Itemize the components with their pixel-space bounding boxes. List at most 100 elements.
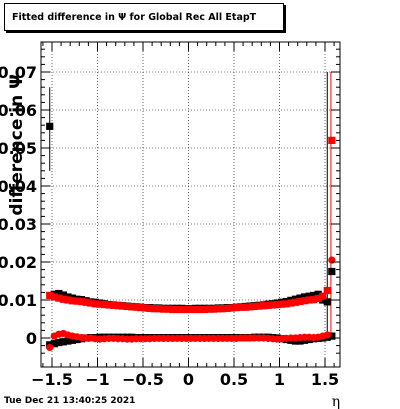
y-tick-label: 0.03 bbox=[0, 215, 37, 234]
data-point bbox=[146, 304, 154, 312]
data-point bbox=[46, 343, 54, 352]
data-point bbox=[310, 296, 318, 304]
data-point bbox=[123, 302, 131, 311]
data-point bbox=[55, 294, 63, 302]
data-point bbox=[246, 303, 254, 311]
data-point bbox=[323, 286, 331, 295]
data-point bbox=[219, 305, 227, 313]
data-point bbox=[59, 295, 67, 303]
data-point bbox=[91, 300, 99, 308]
data-point bbox=[296, 297, 304, 306]
data-point bbox=[109, 301, 118, 309]
data-point bbox=[300, 297, 309, 305]
data-point bbox=[209, 305, 218, 313]
data-point bbox=[132, 303, 140, 311]
data-point bbox=[141, 304, 149, 312]
data-point bbox=[46, 291, 54, 300]
data-point bbox=[237, 303, 245, 311]
data-point bbox=[118, 302, 127, 310]
timestamp: Tue Dec 21 13:40:25 2021 bbox=[4, 396, 136, 406]
data-point bbox=[178, 305, 186, 314]
data-point bbox=[328, 136, 336, 144]
data-point bbox=[50, 293, 58, 301]
data-point bbox=[305, 296, 313, 304]
data-point bbox=[68, 297, 77, 305]
x-tick-label: −0.5 bbox=[122, 370, 164, 389]
data-point bbox=[59, 291, 67, 299]
data-point bbox=[96, 300, 104, 308]
data-point bbox=[55, 289, 63, 298]
x-tick-label: 0 bbox=[183, 370, 194, 389]
data-point bbox=[182, 305, 190, 314]
data-point bbox=[278, 300, 286, 308]
data-point bbox=[50, 340, 58, 348]
data-point bbox=[68, 336, 77, 344]
data-point bbox=[319, 296, 327, 304]
data-point bbox=[64, 337, 72, 345]
data-point bbox=[269, 301, 277, 309]
data-point bbox=[114, 302, 122, 310]
x-axis-label: η bbox=[332, 394, 340, 409]
y-tick-label: 0.01 bbox=[0, 291, 37, 310]
x-tick-label: −1.5 bbox=[31, 370, 73, 389]
axis-tick-labels: −1.5 −1 −0.5 0 0.5 1 1.5 0 0.01 0.02 0.03 0.04 0.05 0… bbox=[0, 63, 339, 389]
data-point bbox=[314, 290, 322, 298]
data-point bbox=[232, 304, 240, 312]
data-point bbox=[250, 302, 259, 311]
y-tick-label: 0.06 bbox=[0, 101, 37, 120]
data-point bbox=[328, 332, 336, 340]
data-point bbox=[77, 297, 86, 306]
data-point bbox=[191, 305, 199, 314]
data-point bbox=[200, 305, 209, 314]
plot-frame bbox=[40, 41, 341, 368]
grid-lines bbox=[41, 42, 340, 367]
data-point bbox=[196, 305, 204, 314]
data-point bbox=[205, 305, 213, 313]
y-tick-label: 0 bbox=[26, 329, 37, 348]
data-point bbox=[150, 305, 158, 313]
data-point bbox=[87, 299, 95, 307]
data-point bbox=[55, 338, 63, 347]
y-tick-label: 0.07 bbox=[0, 63, 37, 82]
data-point bbox=[241, 303, 249, 311]
data-point bbox=[328, 256, 336, 264]
data-point bbox=[323, 298, 331, 306]
data-point bbox=[73, 297, 81, 305]
data-point bbox=[328, 267, 336, 276]
x-tick-label: 0.5 bbox=[220, 370, 248, 389]
data-point bbox=[319, 292, 327, 300]
data-point bbox=[323, 331, 331, 339]
data-point bbox=[273, 300, 281, 309]
data-point bbox=[223, 304, 231, 312]
x-tick-label: −1 bbox=[85, 370, 110, 389]
data-point bbox=[46, 122, 54, 130]
data-point bbox=[168, 305, 177, 314]
data-point bbox=[159, 305, 168, 313]
data-point bbox=[155, 305, 163, 313]
data-point bbox=[314, 294, 322, 303]
data-point bbox=[264, 301, 272, 309]
data-points bbox=[46, 122, 336, 352]
data-point bbox=[259, 302, 268, 310]
data-point bbox=[64, 296, 72, 304]
y-axis-label: difference in Ψ bbox=[7, 74, 27, 215]
data-point bbox=[282, 300, 290, 308]
data-point bbox=[287, 299, 295, 307]
data-point bbox=[300, 293, 309, 301]
data-point bbox=[105, 301, 113, 309]
data-point bbox=[305, 292, 313, 300]
data-point bbox=[214, 305, 222, 313]
axis-ticks bbox=[41, 42, 340, 367]
chart-title: Fitted difference in Ψ for Global Rec Al… bbox=[12, 11, 257, 23]
data-point bbox=[255, 302, 263, 310]
data-point bbox=[310, 291, 318, 300]
y-tick-label: 0.02 bbox=[0, 253, 37, 272]
data-point bbox=[228, 304, 236, 312]
data-point bbox=[173, 305, 181, 314]
x-tick-label: 1.5 bbox=[311, 370, 339, 389]
data-point bbox=[100, 300, 108, 309]
data-point bbox=[164, 305, 172, 313]
data-point bbox=[59, 338, 67, 346]
data-point bbox=[128, 303, 136, 311]
